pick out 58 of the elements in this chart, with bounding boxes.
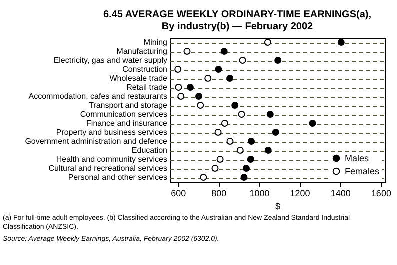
legend-label: Females xyxy=(345,166,380,176)
point xyxy=(220,48,228,55)
point xyxy=(215,66,222,73)
y-tick-label: Construction xyxy=(122,65,168,74)
point xyxy=(212,165,219,172)
x-tick-label: 600 xyxy=(171,188,186,198)
point xyxy=(242,165,250,172)
y-tick-label: Retail trade xyxy=(126,83,168,92)
point xyxy=(247,156,254,163)
y-tick-label: Education xyxy=(132,146,168,155)
x-tick-label: 1000 xyxy=(250,188,270,198)
point xyxy=(196,93,203,100)
y-tick-label: Cultural and recreational services xyxy=(48,164,168,173)
point xyxy=(272,129,280,136)
point xyxy=(264,147,272,154)
point xyxy=(266,111,274,118)
y-tick-label: Personal and other services xyxy=(68,173,168,182)
point xyxy=(174,66,182,73)
point xyxy=(274,57,282,64)
point xyxy=(221,120,228,127)
point xyxy=(264,39,272,46)
legend-label: Males xyxy=(345,154,370,164)
point xyxy=(184,48,191,55)
point xyxy=(232,102,239,109)
y-tick-label: Communication services xyxy=(80,110,168,119)
point xyxy=(239,57,246,64)
point xyxy=(226,138,234,145)
chart-title: 6.45 AVERAGE WEEKLY ORDINARY-TIME EARNINGS(a), By industry(b) — February 2002 xyxy=(103,10,372,32)
y-tick-label: Wholesale trade xyxy=(110,74,168,83)
y-tick-label: Electricity, gas and water supply xyxy=(54,56,168,65)
y-tick-label: Finance and insurance xyxy=(86,119,168,128)
point xyxy=(175,84,182,91)
y-tick-label: Manufacturing xyxy=(116,47,168,56)
point xyxy=(204,75,212,82)
point xyxy=(186,84,194,91)
y-tick-label: Mining xyxy=(144,38,168,47)
point xyxy=(226,75,234,82)
x-tick-label: 1400 xyxy=(330,188,351,198)
x-tick-label: 1200 xyxy=(290,188,310,198)
point xyxy=(338,39,345,46)
point xyxy=(236,147,244,154)
point xyxy=(248,138,256,145)
x-axis-title: $ xyxy=(275,202,281,212)
point xyxy=(214,129,222,136)
point xyxy=(216,156,224,163)
y-tick-label: Government administration and defence xyxy=(25,137,168,146)
point xyxy=(200,174,208,181)
point xyxy=(197,102,204,109)
point xyxy=(238,111,246,118)
point xyxy=(240,174,248,181)
y-tick-label: Accommodation, cafes and restaurants xyxy=(28,92,168,101)
y-tick-label: Transport and storage xyxy=(89,101,168,110)
y-tick-label: Property and business services xyxy=(56,128,168,137)
x-tick-label: 800 xyxy=(212,188,227,198)
point xyxy=(309,120,316,127)
point xyxy=(178,93,185,100)
y-tick-label: Health and community services xyxy=(56,155,168,164)
x-tick-label: 1600 xyxy=(371,188,392,198)
